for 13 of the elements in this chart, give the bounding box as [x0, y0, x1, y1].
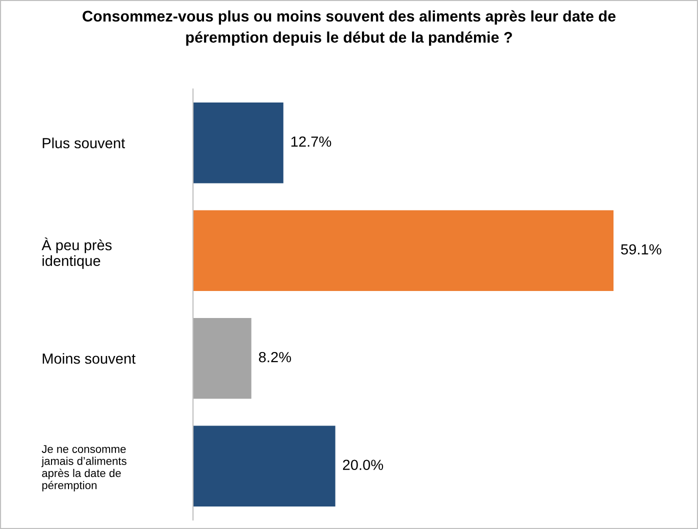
- bar: [193, 318, 252, 399]
- bar: [193, 210, 614, 292]
- data-label: 8.2%: [258, 352, 292, 362]
- data-label: 12.7%: [291, 136, 332, 147]
- chart-title: Consommez-vous plus ou moins souvent des aliments après leur date de péremption depuis le début de la pandémie ?: [82, 10, 616, 46]
- bar: [193, 426, 336, 507]
- y-tick-label: Je ne consomme jamais d’aliments après la date de péremption: [41, 445, 126, 492]
- y-tick-label: Plus souvent: [42, 138, 125, 148]
- data-label: 59.1%: [621, 244, 662, 255]
- y-tick-label: Moins souvent: [42, 353, 136, 364]
- bar: [193, 102, 284, 184]
- y-tick-label: À peu près identique: [42, 238, 112, 269]
- data-label: 20.0%: [342, 460, 384, 470]
